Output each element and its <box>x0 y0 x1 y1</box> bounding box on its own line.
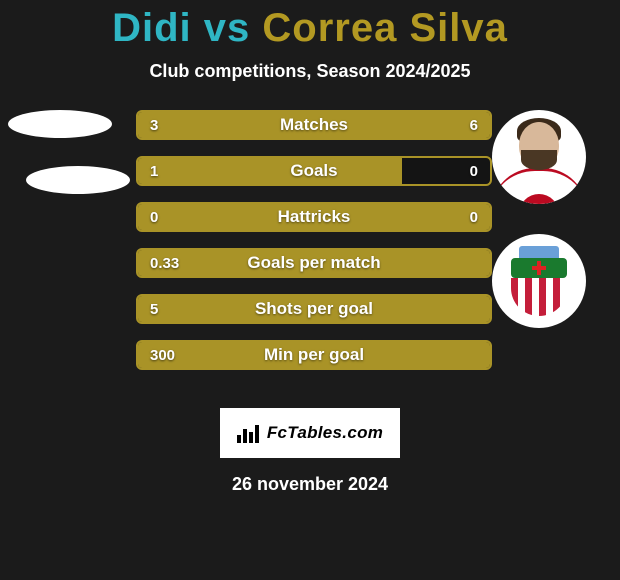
brand-badge: FcTables.com <box>220 408 400 458</box>
stat-fill-left <box>138 342 490 368</box>
footer-date: 26 november 2024 <box>0 474 620 495</box>
title-vs: vs <box>204 6 251 50</box>
brand-text: FcTables.com <box>267 423 383 443</box>
brand-icon <box>237 423 261 443</box>
stat-fill-left <box>138 296 490 322</box>
right-avatar-column <box>492 110 612 358</box>
stat-row: 00Hattricks <box>136 202 492 232</box>
stat-fill-left <box>138 204 490 230</box>
club-crest <box>492 234 586 328</box>
comparison-content: 36Matches 10Goals 00Hattricks 0.33Goals per… <box>0 110 620 400</box>
stat-row: 300Min per goal <box>136 340 492 370</box>
player-avatar <box>492 110 586 204</box>
stat-fill-left <box>138 158 402 184</box>
title-right: Correa Silva <box>262 6 507 50</box>
stat-fill-right <box>254 112 490 138</box>
subtitle: Club competitions, Season 2024/2025 <box>0 61 620 82</box>
avatar-placeholder <box>8 110 112 138</box>
stat-value-right: 0 <box>470 158 478 184</box>
stat-row: 5Shots per goal <box>136 294 492 324</box>
page-title: Didi vs Correa Silva <box>0 0 620 51</box>
stat-row: 36Matches <box>136 110 492 140</box>
stat-fill-left <box>138 250 490 276</box>
stat-row: 10Goals <box>136 156 492 186</box>
left-avatar-column <box>8 110 128 222</box>
avatar-placeholder <box>26 166 130 194</box>
title-left: Didi <box>112 6 192 50</box>
stat-row: 0.33Goals per match <box>136 248 492 278</box>
stat-bars: 36Matches 10Goals 00Hattricks 0.33Goals per… <box>136 110 492 386</box>
stat-fill-left <box>138 112 254 138</box>
